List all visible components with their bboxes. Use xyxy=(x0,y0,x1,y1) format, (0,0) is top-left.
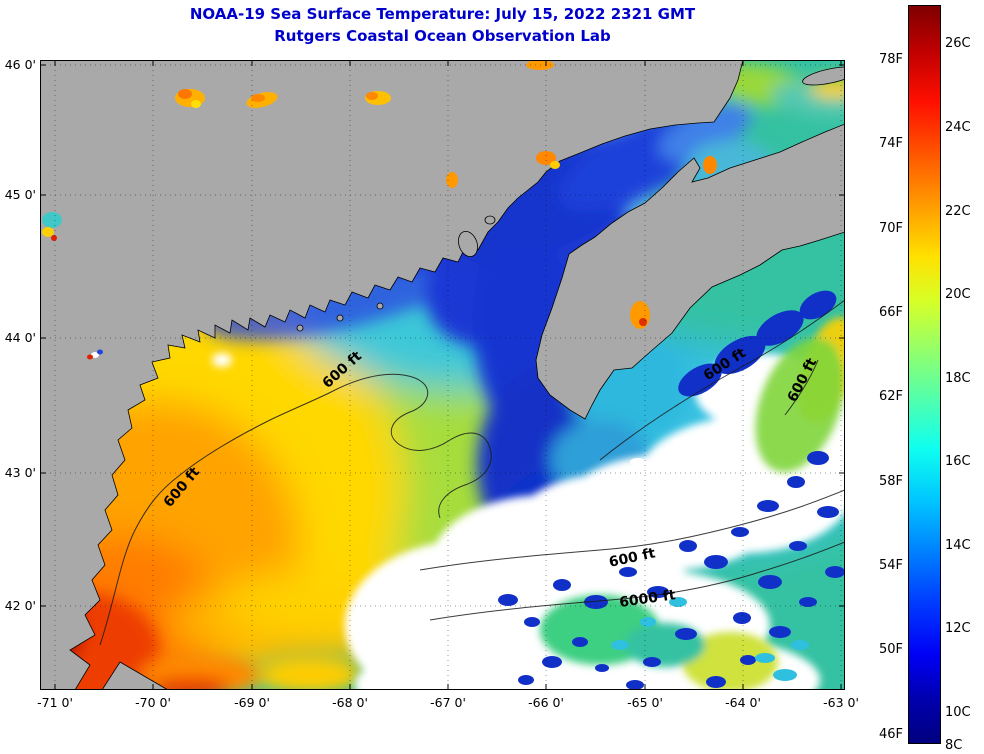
colorbar-c-label: 8C xyxy=(945,738,963,753)
y-tick-label: 43 0' xyxy=(4,465,36,480)
colorbar-c-label: 22C xyxy=(945,204,971,219)
colorbar-f-label: 74F xyxy=(878,136,903,151)
figure-title: NOAA-19 Sea Surface Temperature: July 15… xyxy=(189,5,696,23)
nova-scotia xyxy=(535,123,845,420)
colorbar-f-label: 78F xyxy=(878,52,903,67)
x-tick-label: -69 0' xyxy=(234,695,270,710)
grand-manan-island xyxy=(458,231,478,257)
grid-lines xyxy=(40,60,845,690)
colorbar-c-label: 10C xyxy=(945,705,971,720)
colorbar-c-label: 26C xyxy=(945,36,971,51)
colorbar-c-label: 24C xyxy=(945,120,971,135)
map-plot: 600 ft 600 ft 600 ft 600 ft 600 ft 6000 … xyxy=(40,60,845,690)
x-tick-label: -64 0' xyxy=(725,695,761,710)
y-tick-label: 45 0' xyxy=(4,187,36,202)
x-tick-label: -66 0' xyxy=(528,695,564,710)
colorbar-c-label: 12C xyxy=(945,621,971,636)
x-tick-label: -70 0' xyxy=(135,695,171,710)
cyan-speckles xyxy=(611,597,809,681)
colorbar-f-label: 62F xyxy=(878,389,903,404)
cloud-gap-water xyxy=(540,317,845,690)
colorbar-c-label: 18C xyxy=(945,371,971,386)
colorbar-f-label: 50F xyxy=(878,642,903,657)
colorbar-c-label: 14C xyxy=(945,538,971,553)
coastal-island xyxy=(296,324,304,332)
x-tick-label: -68 0' xyxy=(332,695,368,710)
x-tick-label: -63 0' xyxy=(823,695,859,710)
sst-map-svg: 600 ft 600 ft 600 ft 600 ft 600 ft 6000 … xyxy=(40,60,845,690)
x-tick-label: -71 0' xyxy=(37,695,73,710)
cape-ann xyxy=(101,661,169,690)
colorbar-f-label: 70F xyxy=(878,221,903,236)
colorbar-f-label: 58F xyxy=(878,474,903,489)
colorbar-c-label: 16C xyxy=(945,454,971,469)
colorbar-f-label: 66F xyxy=(878,305,903,320)
colorbar-c-label: 20C xyxy=(945,287,971,302)
y-tick-label: 42 0' xyxy=(4,598,36,613)
axis-ticks xyxy=(40,60,845,690)
x-tick-label: -65 0' xyxy=(627,695,663,710)
coastal-island xyxy=(376,302,384,310)
colorbar-f-label: 46F xyxy=(878,727,903,742)
y-tick-label: 44 0' xyxy=(4,330,36,345)
colorbar-gradient xyxy=(908,5,941,744)
figure-subtitle: Rutgers Coastal Ocean Observation Lab xyxy=(274,27,611,45)
small-island xyxy=(484,215,496,225)
colorbar-f-label: 54F xyxy=(878,558,903,573)
pei-sliver xyxy=(802,66,845,86)
coastal-island xyxy=(336,314,344,322)
bathymetry-contours xyxy=(99,299,845,646)
cloud-edge-speckles xyxy=(417,438,687,690)
x-tick-label: -67 0' xyxy=(430,695,466,710)
y-tick-label: 46 0' xyxy=(4,57,36,72)
land-cloud-artifacts xyxy=(42,60,717,360)
plot-border xyxy=(40,60,845,690)
contour-label: 6000 ft xyxy=(618,587,677,611)
cold-speckles xyxy=(498,290,845,690)
